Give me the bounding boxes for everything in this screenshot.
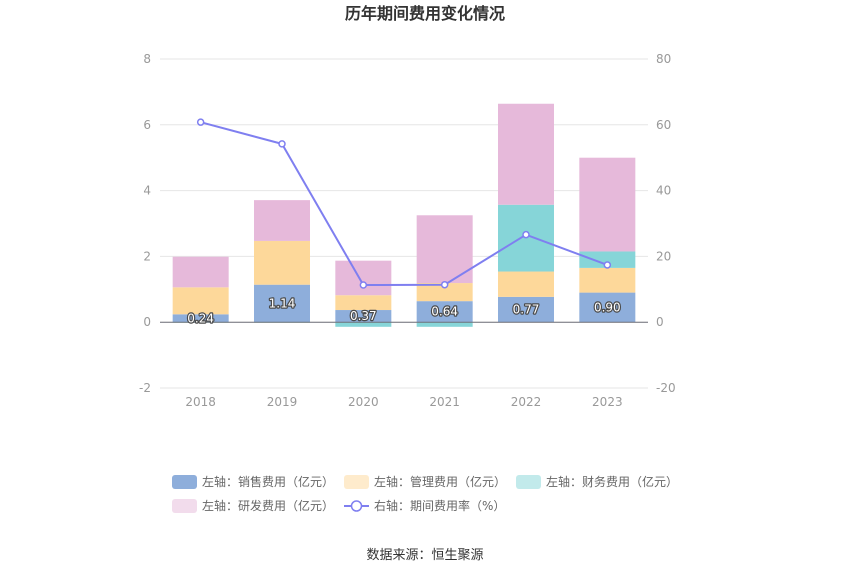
bar-segment — [335, 260, 392, 296]
right-tick-label: -20 — [656, 381, 676, 395]
right-tick-label: 20 — [656, 249, 671, 263]
right-axis-ticks: -20 0 20 40 60 80 — [656, 52, 676, 395]
source-note: 数据来源：恒生聚源 — [366, 548, 483, 563]
right-tick-label: 40 — [656, 184, 671, 198]
left-tick-label: 4 — [143, 184, 151, 198]
legend-label: 右轴：期间费用率（%） — [374, 498, 505, 513]
left-tick-label: -2 — [139, 381, 151, 395]
right-tick-label: 80 — [656, 52, 671, 66]
bar-segment — [498, 296, 554, 323]
x-tick-label: 2020 — [348, 395, 379, 409]
bar-segment — [579, 292, 636, 323]
x-tick-label: 2023 — [592, 395, 623, 409]
rate-point — [522, 230, 530, 239]
left-tick-label: 0 — [143, 315, 151, 329]
x-tick-label: 2018 — [185, 395, 216, 409]
legend-marker-icon — [350, 500, 363, 512]
rate-point — [196, 118, 205, 126]
chart-title: 历年期间费用变化情况 — [345, 4, 505, 23]
bars — [172, 103, 636, 327]
bar-segment — [254, 240, 310, 285]
legend-swatch-icon — [172, 499, 197, 513]
bar-data-label: 0.77 — [513, 303, 540, 317]
bar-segment — [254, 200, 310, 241]
left-tick-label: 2 — [143, 249, 151, 263]
rate-point — [359, 281, 368, 289]
bar-segment — [335, 295, 392, 311]
legend-label: 左轴：财务费用（亿元） — [546, 474, 678, 489]
bar-segment — [498, 103, 554, 205]
bar-segment — [579, 157, 636, 252]
bar-segment — [416, 283, 473, 302]
x-tick-label: 2019 — [267, 395, 298, 409]
right-tick-label: 60 — [656, 118, 671, 132]
bar-data-label: 1.14 — [269, 296, 296, 310]
bar-segment — [579, 267, 636, 293]
bar-segment — [579, 251, 636, 268]
bar-data-label: 0.37 — [350, 309, 377, 323]
left-tick-label: 6 — [143, 118, 151, 132]
grid — [160, 58, 648, 389]
x-tick-label: 2021 — [429, 395, 460, 409]
bar-segment — [498, 271, 554, 297]
bar-segment — [335, 322, 392, 327]
legend: 左轴：销售费用（亿元） 左轴：管理费用（亿元） 左轴：财务费用（亿元） 左轴：研发费用… — [172, 474, 678, 513]
rate-line — [196, 118, 612, 289]
rate-point — [440, 280, 449, 289]
legend-label: 左轴：销售费用（亿元） — [202, 474, 334, 489]
rate-point — [603, 261, 612, 269]
legend-swatch-icon — [172, 475, 197, 489]
bar-segment — [172, 256, 229, 288]
bar-data-label: 0.24 — [187, 311, 214, 325]
rate-line-path — [200, 121, 608, 287]
bar-segment — [416, 322, 473, 327]
legend-swatch-icon — [344, 475, 369, 489]
bar-segment — [416, 301, 473, 323]
legend-label: 左轴：研发费用（亿元） — [202, 498, 334, 513]
bar-segment — [172, 287, 229, 315]
legend-label: 左轴：管理费用（亿元） — [374, 474, 506, 489]
bar-labels: 0.24 1.14 0.37 0.64 0.77 0.90 — [186, 295, 622, 326]
bar-data-label: 0.90 — [594, 300, 621, 314]
right-tick-label: 0 — [656, 315, 664, 329]
bar-segment — [335, 310, 392, 323]
bar-segment — [254, 284, 310, 323]
x-axis-ticks: 2018 2019 2020 2021 2022 2023 — [185, 395, 622, 409]
legend-swatch-icon — [516, 475, 541, 489]
bar-segment — [416, 215, 473, 284]
x-tick-label: 2022 — [511, 395, 542, 409]
left-axis-ticks: -2 0 2 4 6 8 — [139, 52, 151, 395]
bar-segment — [172, 314, 229, 323]
left-tick-label: 8 — [143, 52, 151, 66]
rate-point — [278, 140, 286, 148]
bar-data-label: 0.64 — [431, 305, 458, 319]
